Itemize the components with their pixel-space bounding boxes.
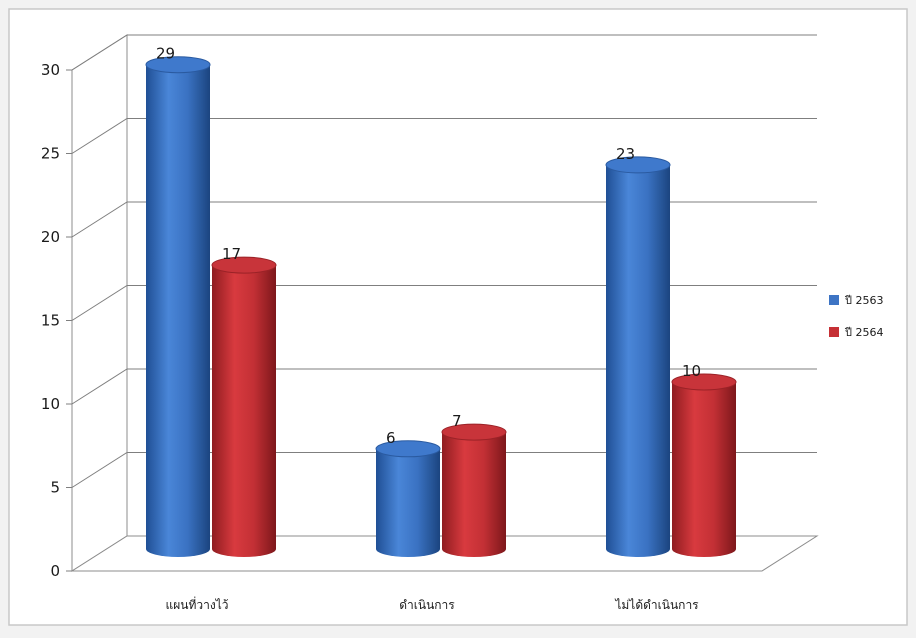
data-label: 29 (156, 45, 175, 63)
y-tick-label: 0 (50, 562, 60, 580)
y-tick-label: 20 (41, 228, 60, 246)
bars (145, 56, 737, 557)
bar-series2-2 (671, 373, 737, 557)
gridline (71, 34, 817, 71)
data-label: 23 (616, 145, 635, 163)
data-label: 10 (682, 362, 701, 380)
bar-top (375, 440, 441, 458)
y-tick-label: 10 (41, 395, 60, 413)
data-labels: 29 17 6 7 23 10 (156, 45, 701, 447)
bar-body (146, 64, 210, 557)
legend-swatch (829, 327, 839, 337)
legend-label: ปี 2563 (844, 294, 884, 307)
bar-body (212, 265, 276, 557)
gridline (71, 118, 817, 154)
bar-top (441, 423, 507, 441)
y-tick-label: 25 (41, 145, 60, 163)
bar-top (671, 373, 737, 391)
gridline (71, 452, 817, 488)
y-axis-ticks: 0 5 10 15 20 25 30 (41, 61, 72, 580)
x-axis-ticks: แผนที่วางไว้ ดำเนินการ ไม่ได้ดำเนินการ (166, 596, 700, 612)
bar-top (211, 256, 277, 274)
y-tick-label: 5 (50, 479, 60, 497)
data-label: 17 (222, 245, 241, 263)
x-tick-label: แผนที่วางไว้ (166, 596, 229, 612)
bar-series1-1 (375, 440, 441, 557)
legend-swatch (829, 295, 839, 305)
gridline (71, 368, 817, 405)
bar-series1-2 (605, 156, 671, 557)
legend: ปี 2563 ปี 2564 (829, 294, 883, 339)
bar-series1-0 (145, 56, 211, 557)
bar-series2-1 (441, 423, 507, 557)
bar-top (145, 56, 211, 74)
data-label: 7 (452, 412, 462, 430)
gridline (71, 201, 817, 238)
y-tick-label: 15 (41, 312, 60, 330)
x-tick-label: ไม่ได้ดำเนินการ (614, 598, 699, 612)
gridlines (71, 34, 817, 488)
bar-top (605, 156, 671, 174)
bar-body (672, 382, 736, 557)
legend-label: ปี 2564 (844, 326, 884, 339)
bar-body (376, 448, 440, 557)
gridline (71, 285, 817, 321)
data-label: 6 (386, 429, 396, 447)
y-tick-label: 30 (41, 61, 60, 79)
x-tick-label: ดำเนินการ (399, 598, 455, 612)
bar-series2-0 (211, 256, 277, 557)
bar-body (606, 164, 670, 557)
bar-body (442, 432, 506, 557)
